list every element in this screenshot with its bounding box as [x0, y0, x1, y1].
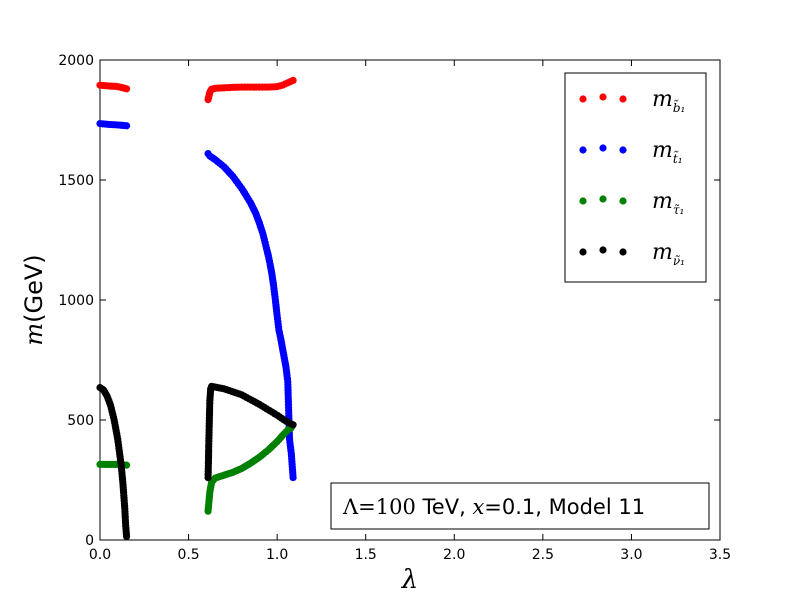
legend-label-base: m: [652, 87, 673, 112]
series-1: [96, 120, 297, 482]
x-axis-title: λ: [401, 565, 418, 595]
annotation-text: Λ=100 TeV, x=0.1, Model 11: [342, 495, 645, 519]
x-tick-label: 1.5: [355, 547, 377, 563]
annotation-eq1: =100: [358, 495, 416, 519]
legend-marker: [599, 195, 607, 203]
legend-label: mτ̃₁: [652, 189, 684, 217]
legend-marker: [619, 248, 627, 256]
data-point: [122, 122, 131, 130]
legend-label: mt̃₁: [652, 138, 683, 166]
x-tick-label: 2.5: [532, 547, 554, 563]
legend-marker: [579, 95, 587, 103]
legend-label-base: m: [652, 138, 673, 163]
annotation-rest: =0.1, Model 11: [484, 495, 645, 519]
annotation-lambda: Λ: [342, 495, 359, 519]
series-0: [96, 76, 297, 104]
legend-label: mb̃₁: [652, 87, 685, 115]
legend-label-sub: τ̃₁: [673, 203, 684, 217]
series-2: [96, 424, 295, 515]
y-axis-title: m(GeV): [20, 254, 48, 345]
tick-layer: 0.0 0.5 1.0 1.5 2.0 2.5 3.0 3.5 0 500 1000 1500 2000: [58, 53, 731, 563]
y-tick-label: 0: [85, 533, 94, 549]
legend-label-sub: ν̃₁: [673, 254, 685, 268]
series-layer: [96, 76, 297, 541]
legend-marker: [599, 246, 607, 254]
legend-entries: mb̃₁mt̃₁mτ̃₁mν̃₁: [579, 87, 685, 268]
legend-label-sub: b̃₁: [673, 99, 686, 115]
legend-box: [564, 72, 707, 283]
y-tick-label: 2000: [58, 53, 94, 69]
legend-marker: [619, 197, 627, 205]
annotation-tev: TeV,: [416, 495, 473, 519]
data-point: [122, 532, 131, 541]
annotation-x: x: [472, 495, 484, 519]
legend-marker: [579, 197, 587, 205]
y-tick-label: 1000: [58, 293, 94, 309]
legend-label-base: m: [652, 240, 673, 265]
legend-marker: [619, 95, 627, 103]
data-point: [289, 474, 297, 482]
data-point: [289, 76, 297, 84]
y-axis-title-math: m: [20, 323, 48, 346]
x-tick-label: 2.0: [443, 547, 465, 563]
x-tick-label: 3.5: [709, 547, 731, 563]
legend-marker: [599, 144, 607, 152]
y-tick-label: 1500: [58, 173, 94, 189]
legend-label-sub: t̃₁: [673, 150, 683, 166]
x-tick-label: 1.0: [266, 547, 288, 563]
legend-marker: [579, 146, 587, 154]
legend-marker: [579, 248, 587, 256]
data-point: [122, 85, 131, 93]
x-tick-label: 3.0: [620, 547, 642, 563]
y-tick-label: 500: [67, 413, 94, 429]
data-point: [289, 421, 297, 429]
annotation-box: [330, 482, 710, 530]
legend: mb̃₁mt̃₁mτ̃₁mν̃₁: [564, 72, 707, 283]
legend-marker: [599, 93, 607, 101]
legend-label-base: m: [652, 189, 673, 214]
x-tick-label: 0.0: [89, 547, 111, 563]
svg-text:m(GeV): m(GeV): [20, 254, 48, 345]
legend-label: mν̃₁: [652, 240, 685, 268]
series-3: [96, 382, 297, 541]
x-tick-label: 0.5: [177, 547, 199, 563]
y-axis-title-unit: (GeV): [20, 254, 48, 323]
annotation: Λ=100 TeV, x=0.1, Model 11: [330, 482, 710, 530]
legend-marker: [619, 146, 627, 154]
